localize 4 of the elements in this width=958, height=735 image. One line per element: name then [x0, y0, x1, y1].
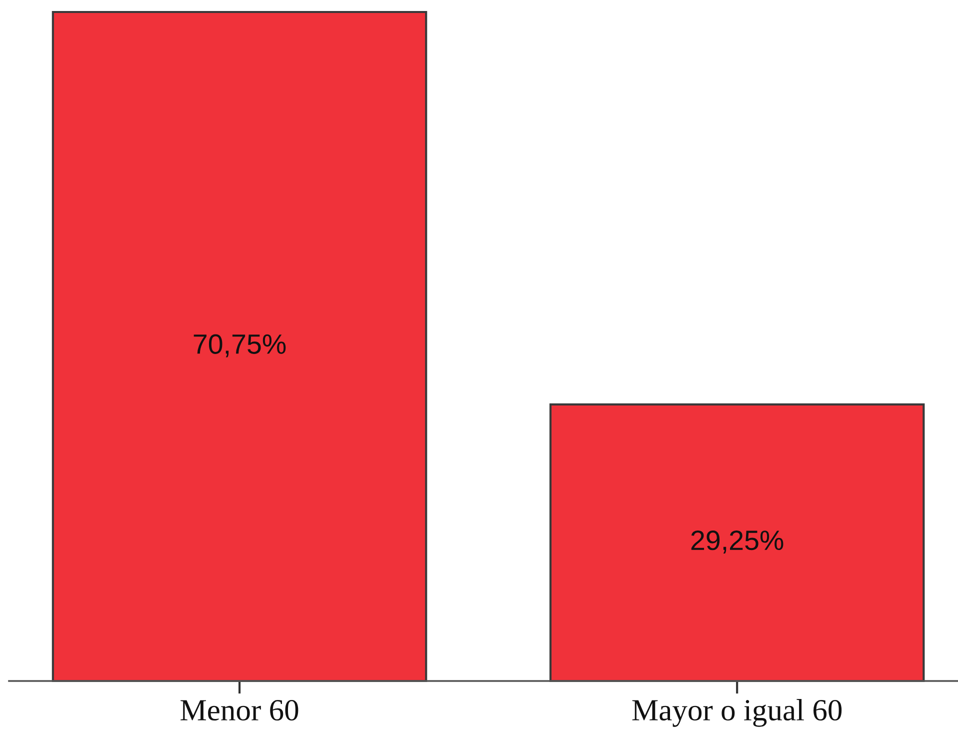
data-label: 70,75% — [194, 334, 286, 358]
x-tick-label: Menor 60 — [180, 700, 298, 721]
x-tick-label: Mayor o igual 60 — [632, 699, 842, 727]
data-label: 29,25% — [691, 530, 784, 554]
